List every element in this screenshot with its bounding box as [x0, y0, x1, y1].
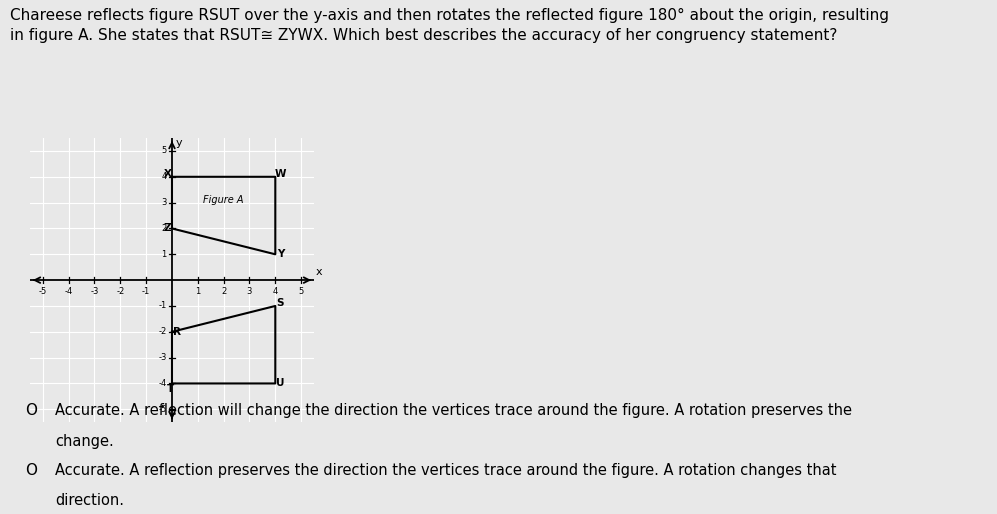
Text: 3: 3: [162, 198, 166, 207]
Text: -2: -2: [117, 287, 125, 297]
Text: 2: 2: [162, 224, 166, 233]
Text: 5: 5: [298, 287, 304, 297]
Text: x: x: [315, 267, 322, 278]
Text: -2: -2: [159, 327, 166, 336]
Text: Accurate. A reflection preserves the direction the vertices trace around the fig: Accurate. A reflection preserves the dir…: [55, 463, 836, 478]
Text: 4: 4: [273, 287, 278, 297]
Text: 1: 1: [162, 250, 166, 259]
Text: Figure A: Figure A: [203, 195, 243, 205]
Text: Accurate. A reflection will change the direction the vertices trace around the f: Accurate. A reflection will change the d…: [55, 403, 851, 418]
Text: -1: -1: [159, 302, 166, 310]
Text: -4: -4: [159, 379, 166, 388]
Text: change.: change.: [55, 434, 114, 449]
Text: O: O: [25, 403, 37, 418]
Text: 2: 2: [221, 287, 226, 297]
Text: -1: -1: [142, 287, 151, 297]
Text: direction.: direction.: [55, 493, 124, 508]
Text: -4: -4: [65, 287, 73, 297]
Text: Chareese reflects figure RSUT over the y-axis and then rotates the reflected fig: Chareese reflects figure RSUT over the y…: [10, 8, 889, 23]
Text: 4: 4: [162, 172, 166, 181]
Text: Y: Y: [277, 249, 284, 259]
Text: y: y: [175, 138, 182, 148]
Text: S: S: [277, 299, 284, 308]
Text: U: U: [276, 378, 285, 389]
Text: -3: -3: [159, 353, 166, 362]
Text: W: W: [274, 169, 286, 179]
Text: -5: -5: [39, 287, 47, 297]
Text: T: T: [167, 383, 174, 394]
Text: -5: -5: [159, 405, 166, 414]
Text: Z: Z: [164, 224, 171, 233]
Text: R: R: [173, 327, 181, 337]
Text: -3: -3: [91, 287, 99, 297]
Text: 3: 3: [247, 287, 252, 297]
Text: 5: 5: [162, 146, 166, 155]
Text: O: O: [25, 463, 37, 478]
Text: X: X: [165, 169, 172, 179]
Text: in figure A. She states that RSUT≅ ZYWX. Which best describes the accuracy of he: in figure A. She states that RSUT≅ ZYWX.…: [10, 28, 837, 43]
Text: 1: 1: [195, 287, 200, 297]
